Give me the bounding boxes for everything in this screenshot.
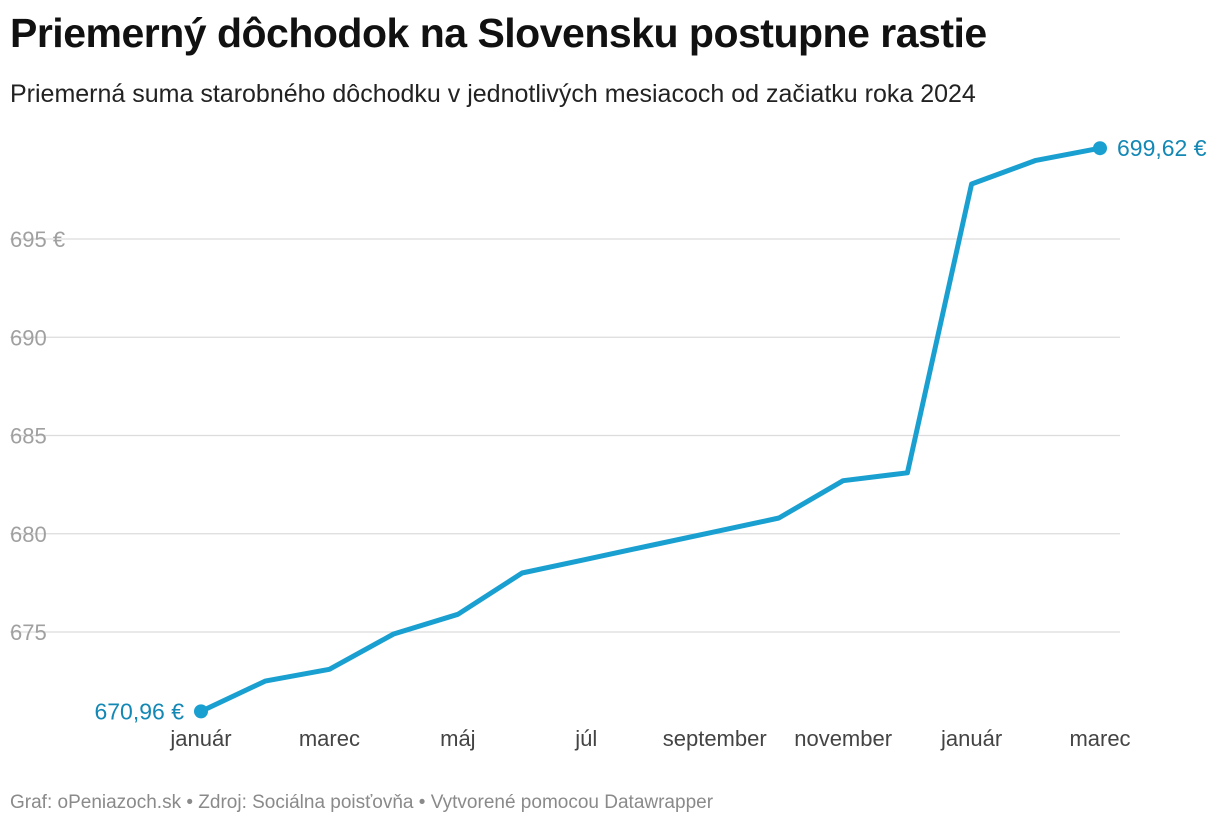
data-point	[776, 516, 781, 521]
endpoint-marker	[1093, 141, 1107, 156]
series-line	[198, 145, 1103, 714]
x-tick-label: september	[663, 726, 767, 751]
x-tick-label: november	[794, 726, 892, 751]
data-point	[520, 571, 525, 576]
y-axis-ticks: 675 680 685 690 695 €	[10, 227, 65, 645]
data-point	[905, 470, 910, 475]
gridlines	[10, 238, 1120, 633]
x-tick-label: január	[940, 726, 1002, 751]
data-point	[327, 667, 332, 672]
data-point	[841, 478, 846, 483]
y-tick-label: 680	[10, 522, 47, 547]
last-value-label: 699,62 €	[1117, 135, 1207, 161]
y-tick-label: 695 €	[10, 227, 65, 252]
first-value-label: 670,96 €	[94, 698, 184, 724]
chart-title: Priemerný dôchodok na Slovensku postupne…	[10, 10, 987, 56]
data-point	[584, 557, 589, 562]
x-tick-label: marec	[1069, 726, 1130, 751]
y-tick-label: 675	[10, 620, 47, 645]
data-point	[712, 529, 717, 534]
data-point	[1033, 158, 1038, 163]
x-tick-label: marec	[299, 726, 360, 751]
x-tick-label: máj	[440, 726, 475, 751]
x-axis-ticks: január marec máj júl september november január…	[169, 726, 1130, 751]
y-tick-label: 690	[10, 325, 47, 350]
data-point	[455, 612, 460, 617]
data-points	[194, 141, 1107, 719]
chart-footer: Graf: oPeniazoch.sk • Zdroj: Sociálna po…	[10, 792, 714, 813]
data-point	[391, 631, 396, 636]
data-point	[969, 181, 974, 186]
data-point	[648, 543, 653, 548]
endpoint-marker	[194, 704, 208, 719]
series-line-path	[198, 145, 1103, 714]
chart-subtitle: Priemerná suma starobného dôchodku v jed…	[10, 80, 976, 108]
data-point	[263, 679, 268, 684]
x-tick-label: január	[169, 726, 231, 751]
x-tick-label: júl	[574, 726, 597, 751]
annotations: 670,96 € 699,62 €	[94, 135, 1206, 724]
y-tick-label: 685	[10, 424, 47, 449]
